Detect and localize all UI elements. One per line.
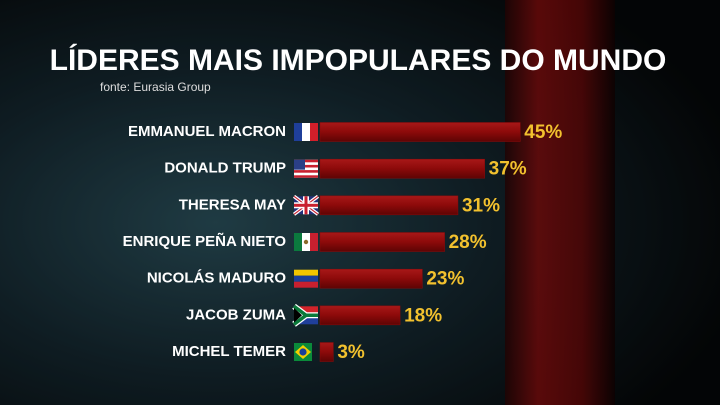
source: fonte: Eurasia Group xyxy=(100,80,211,94)
bar xyxy=(319,232,445,252)
chart-title: LÍDERES MAIS IMPOPULARES DO MUNDO xyxy=(50,43,667,77)
flag-uk xyxy=(292,194,320,216)
value-label: 37% xyxy=(489,159,527,180)
value-label: 18% xyxy=(404,305,442,326)
category-label: THERESA MAY xyxy=(179,196,286,213)
category-label: JACOB ZUMA xyxy=(186,306,286,323)
value-label: 23% xyxy=(426,269,464,290)
flag-mexico xyxy=(294,233,318,251)
category-label: MICHEL TEMER xyxy=(172,343,286,360)
bar xyxy=(319,342,334,362)
background-band xyxy=(505,0,615,405)
flag-usa xyxy=(294,159,318,178)
bar xyxy=(319,195,459,216)
flag-brazil xyxy=(294,343,312,361)
flag-venezuela xyxy=(294,269,318,288)
value-label: 28% xyxy=(449,232,487,253)
value-label: 31% xyxy=(462,195,500,216)
category-label: DONALD TRUMP xyxy=(164,160,286,177)
flag-south-africa xyxy=(292,303,318,327)
bar xyxy=(319,305,401,326)
category-label: NICOLÁS MADURO xyxy=(147,270,286,287)
flag-france xyxy=(294,123,318,141)
bar xyxy=(319,158,485,179)
category-label: ENRIQUE PEÑA NIETO xyxy=(123,232,287,250)
category-label: EMMANUEL MACRON xyxy=(128,123,286,140)
bar xyxy=(319,122,521,142)
value-label: 45% xyxy=(524,122,562,143)
bar xyxy=(319,268,423,289)
value-label: 3% xyxy=(337,342,365,363)
